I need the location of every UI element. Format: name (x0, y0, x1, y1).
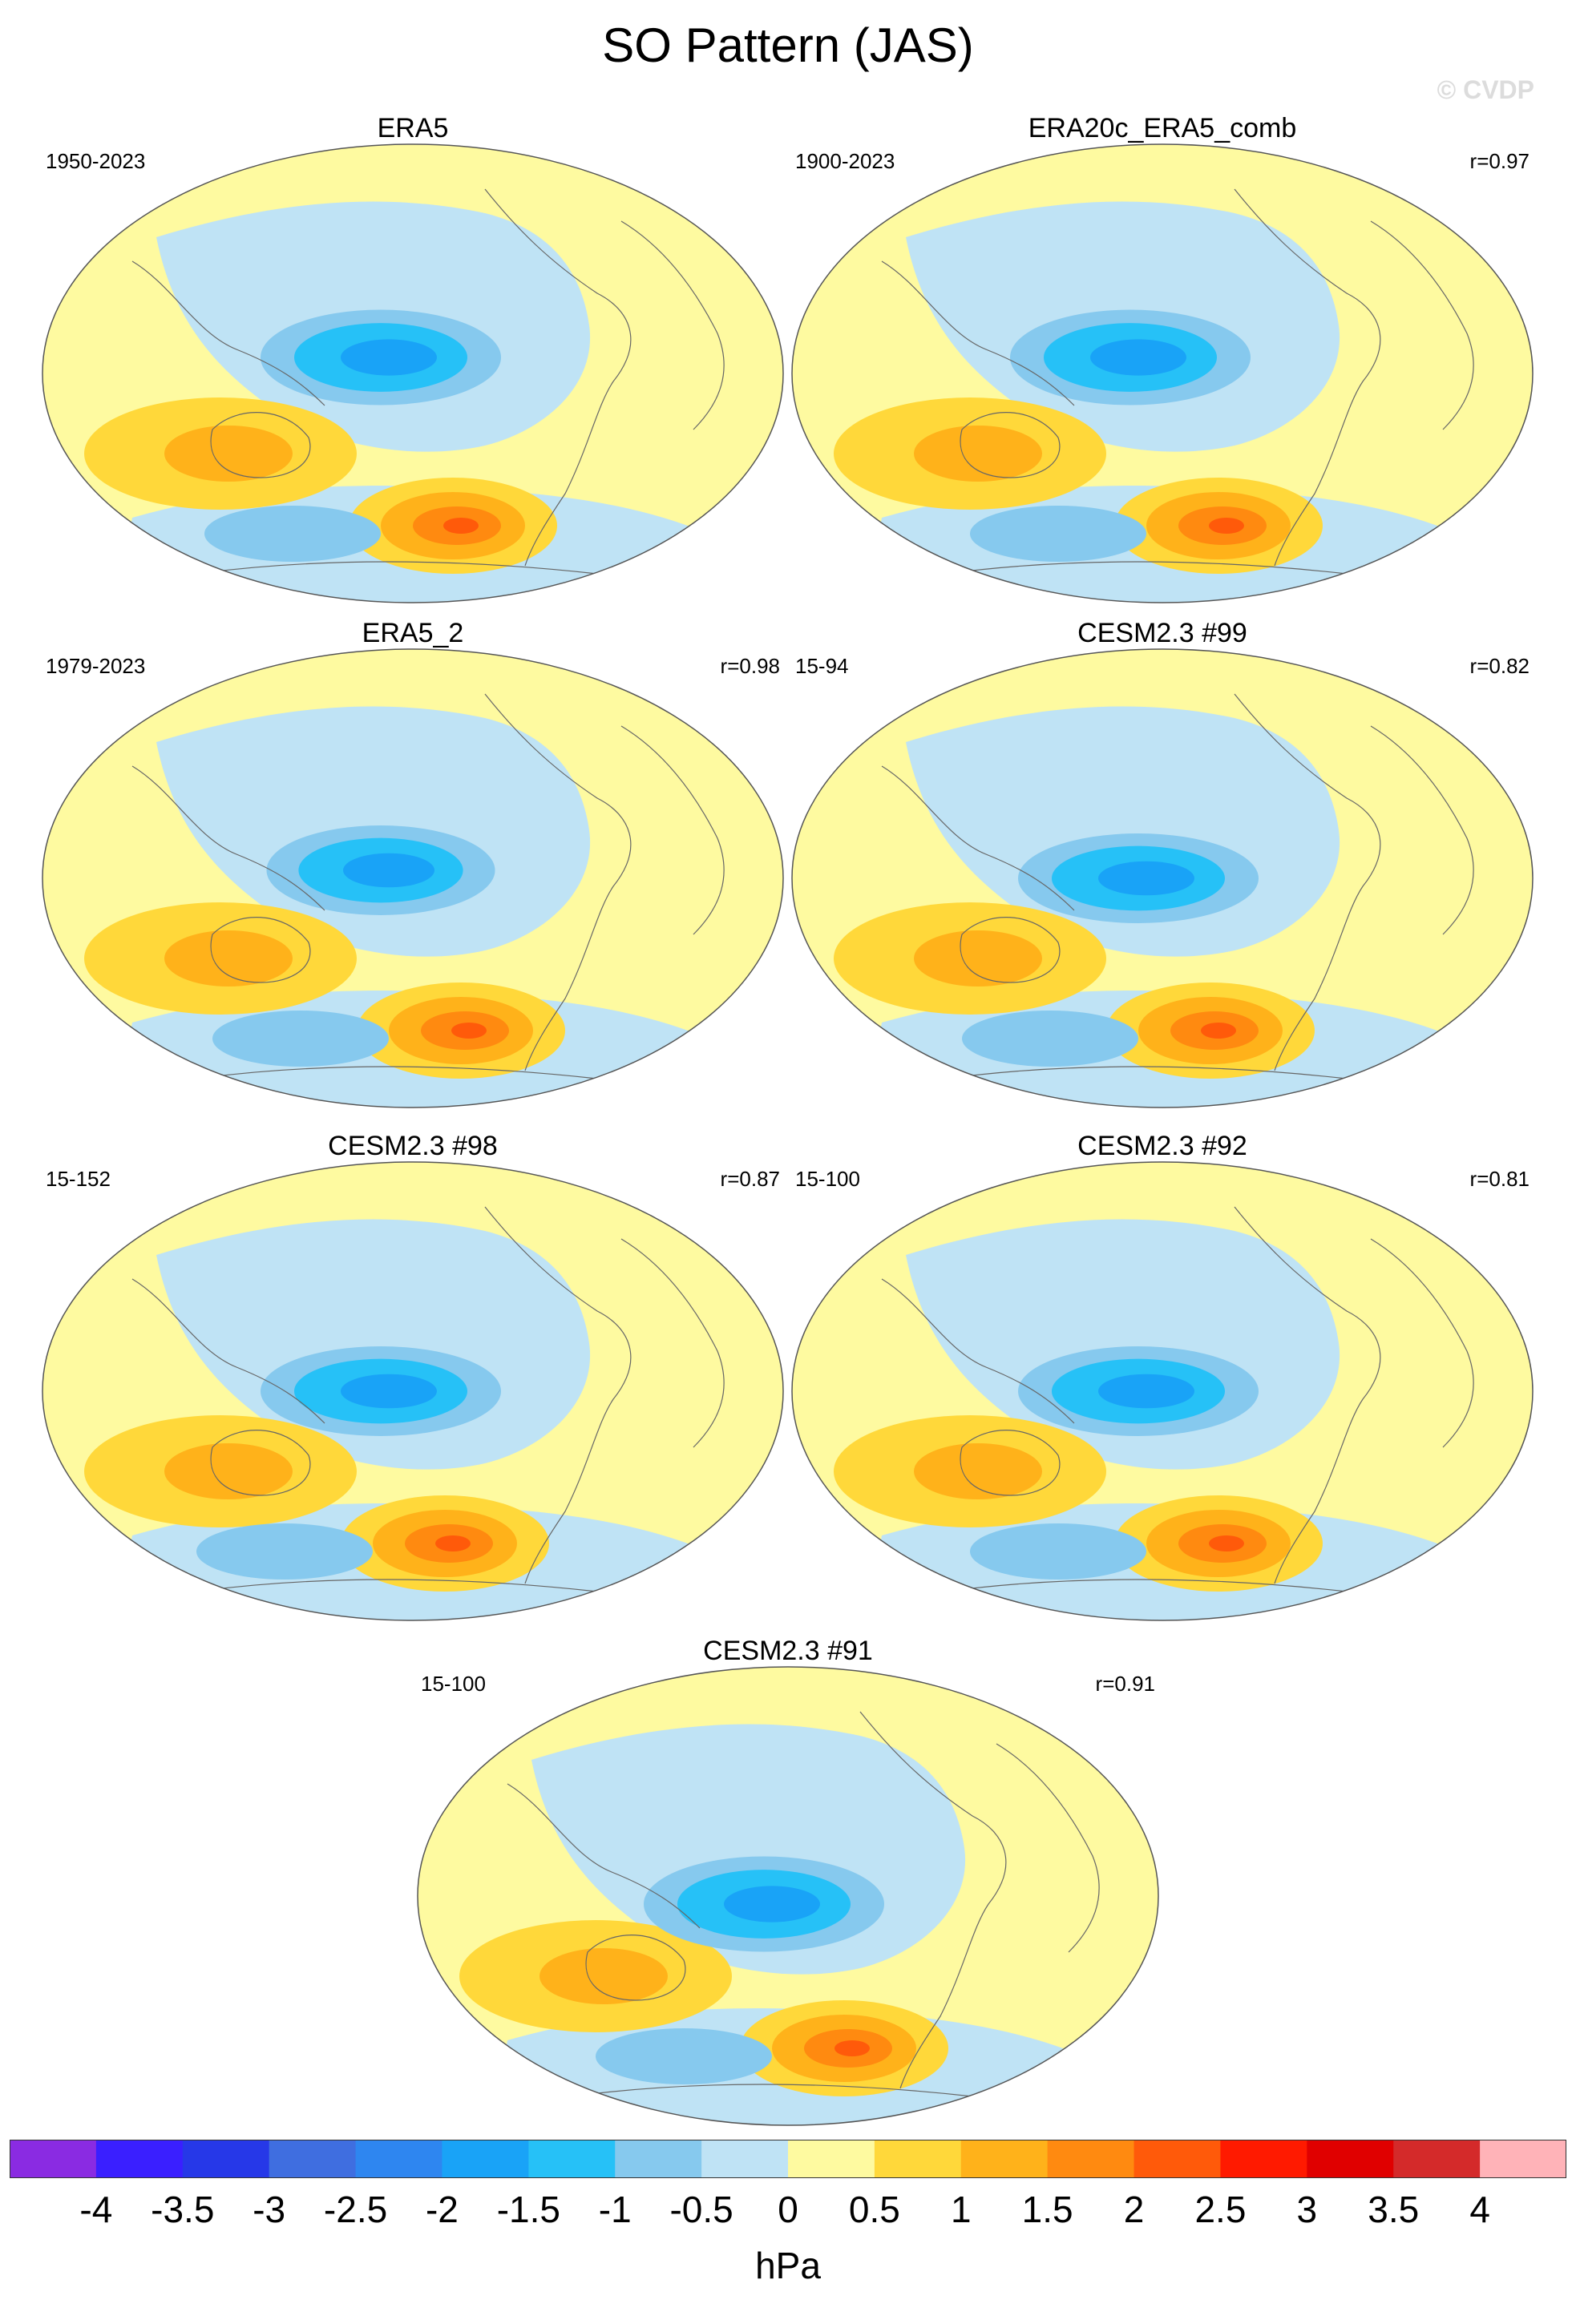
colorbar-tick-label: -3 (253, 2189, 286, 2230)
colorbar-swatch (701, 2140, 789, 2178)
slp-anomaly-map (42, 648, 784, 1108)
slp-anomaly-map (42, 1161, 784, 1621)
panel-period: 1979-2023 (46, 654, 146, 678)
colorbar-swatch (10, 2140, 97, 2178)
colorbar-labels: -4 -3.5 -3 -2.5 -2 -1.5 -1 -0.5 0 0.5 1 1.5 2 2.5 3 3.5… (10, 2188, 1566, 2244)
colorbar (10, 2140, 1566, 2178)
colorbar-tick-label: 2 (1123, 2189, 1145, 2230)
figure-title: SO Pattern (JAS) (602, 18, 974, 72)
map-panel-era5-2: ERA5_2 1979-2023 r=0.98 (36, 617, 790, 1114)
panel-correlation: r=0.87 (720, 1167, 780, 1191)
map-panel-cesm2-3-98: CESM2.3 #98 15-152 r=0.87 (36, 1130, 790, 1627)
colorbar-tick-label: 3 (1296, 2189, 1318, 2230)
panel-title: CESM2.3 #92 (1077, 1131, 1247, 1161)
colorbar-swatch (442, 2140, 529, 2178)
panel-period: 15-152 (46, 1167, 111, 1191)
panel-title: CESM2.3 #99 (1077, 618, 1247, 648)
colorbar-tick-label: -1.5 (496, 2189, 560, 2230)
colorbar-tick-label: -2 (425, 2189, 459, 2230)
colorbar-tick-label: 0 (778, 2189, 798, 2230)
panel-correlation: r=0.82 (1469, 654, 1530, 678)
colorbar-swatch (528, 2140, 616, 2178)
colorbar-tick-label: 0.5 (848, 2189, 900, 2230)
colorbar-swatch (960, 2140, 1049, 2178)
panel-correlation: r=0.91 (1095, 1672, 1155, 1696)
colorbar-swatch (788, 2140, 875, 2178)
panel-correlation: r=0.97 (1469, 149, 1530, 173)
slp-anomaly-map (791, 1161, 1534, 1621)
colorbar-units: hPa (755, 2245, 821, 2286)
map-panel-cesm2-3-99: CESM2.3 #99 15-94 r=0.82 (786, 617, 1539, 1114)
panel-period: 15-100 (421, 1672, 486, 1696)
colorbar-swatch (1047, 2140, 1135, 2178)
panel-period: 1950-2023 (46, 149, 146, 173)
colorbar-tick-label: -2.5 (323, 2189, 388, 2230)
panel-correlation: r=0.81 (1469, 1167, 1530, 1191)
colorbar-swatch (355, 2140, 442, 2178)
map-panel-cesm2-3-91: CESM2.3 #91 15-100 r=0.91 (411, 1635, 1165, 2132)
colorbar-tick-label: -3.5 (151, 2189, 215, 2230)
panel-title: ERA5 (377, 113, 449, 143)
panel-title: ERA5_2 (362, 618, 464, 648)
colorbar-swatch (1393, 2140, 1481, 2178)
colorbar-tick-label: -1 (598, 2189, 632, 2230)
colorbar-swatch (269, 2140, 357, 2178)
map-panel-cesm2-3-92: CESM2.3 #92 15-100 r=0.81 (786, 1130, 1539, 1627)
panel-period: 15-94 (795, 654, 849, 678)
colorbar-tick-label: 2.5 (1194, 2189, 1247, 2230)
panel-title: CESM2.3 #91 (703, 1636, 873, 1666)
panel-period: 15-100 (795, 1167, 860, 1191)
colorbar-swatch (874, 2140, 962, 2178)
panel-period: 1900-2023 (795, 149, 895, 173)
colorbar-tick-label: -4 (79, 2189, 113, 2230)
slp-anomaly-map (42, 143, 784, 603)
panel-correlation: r=0.98 (720, 654, 780, 678)
slp-anomaly-map (417, 1666, 1159, 2126)
cvdp-watermark: © CVDP (1437, 75, 1534, 104)
colorbar-swatch (1480, 2140, 1566, 2178)
colorbar-swatch (1220, 2140, 1307, 2178)
slp-anomaly-map (791, 648, 1534, 1108)
colorbar-swatch (1134, 2140, 1221, 2178)
colorbar-tick-label: 1 (950, 2189, 972, 2230)
panel-title: CESM2.3 #98 (328, 1131, 498, 1161)
colorbar-swatch (95, 2140, 184, 2178)
map-panel-era20c-era5-comb: ERA20c_ERA5_comb 1900-2023 r=0.97 (786, 112, 1539, 609)
colorbar-tick-label: -0.5 (669, 2189, 733, 2230)
colorbar-tick-label: 1.5 (1021, 2189, 1073, 2230)
map-panel-era5: ERA5 1950-2023 (36, 112, 790, 609)
slp-anomaly-map (791, 143, 1534, 603)
colorbar-swatch (182, 2140, 270, 2178)
colorbar-swatch (1307, 2140, 1394, 2178)
colorbar-swatch (615, 2140, 702, 2178)
panel-title: ERA20c_ERA5_comb (1028, 113, 1297, 143)
colorbar-tick-label: 3.5 (1368, 2189, 1420, 2230)
colorbar-tick-label: 4 (1469, 2189, 1490, 2230)
